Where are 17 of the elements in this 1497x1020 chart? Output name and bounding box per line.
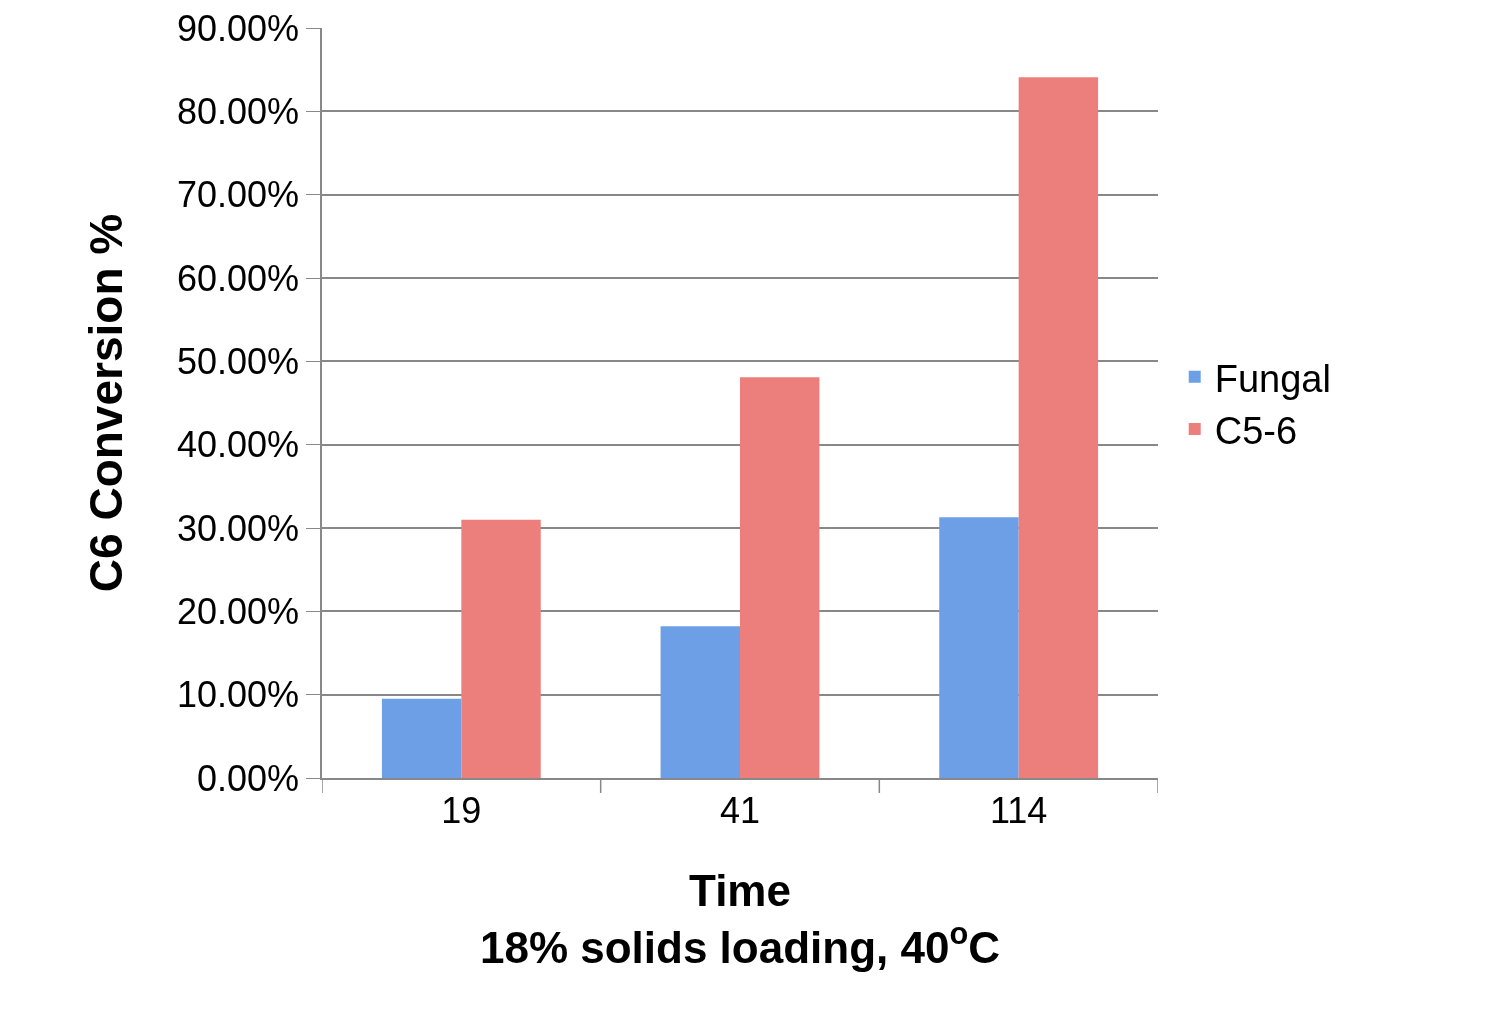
y-tick-label: 0.00% [196, 757, 300, 799]
y-axis-title: C6 Conversion % [79, 213, 132, 593]
y-tick-label: 20.00% [176, 590, 300, 632]
y-tick-label: 60.00% [176, 257, 300, 299]
x-tick-label: 114 [989, 789, 1048, 831]
x-axis-title: Time 18% solids loading, 40$^{o}$C [479, 865, 1001, 972]
y-tick-label: 90.00% [176, 7, 300, 49]
legend-label: C5-6 [1214, 409, 1298, 452]
x-tick-label: 19 [441, 789, 482, 831]
y-tick-label: 40.00% [176, 424, 300, 466]
y-tick-label: 80.00% [176, 90, 300, 132]
y-tick-label: 10.00% [176, 674, 300, 716]
y-tick-label: 30.00% [176, 507, 300, 549]
y-tick-label: 70.00% [176, 174, 300, 216]
y-tick-label: 50.00% [176, 340, 300, 382]
legend-label: Fungal [1214, 357, 1331, 400]
x-tick-label: 41 [719, 789, 761, 831]
